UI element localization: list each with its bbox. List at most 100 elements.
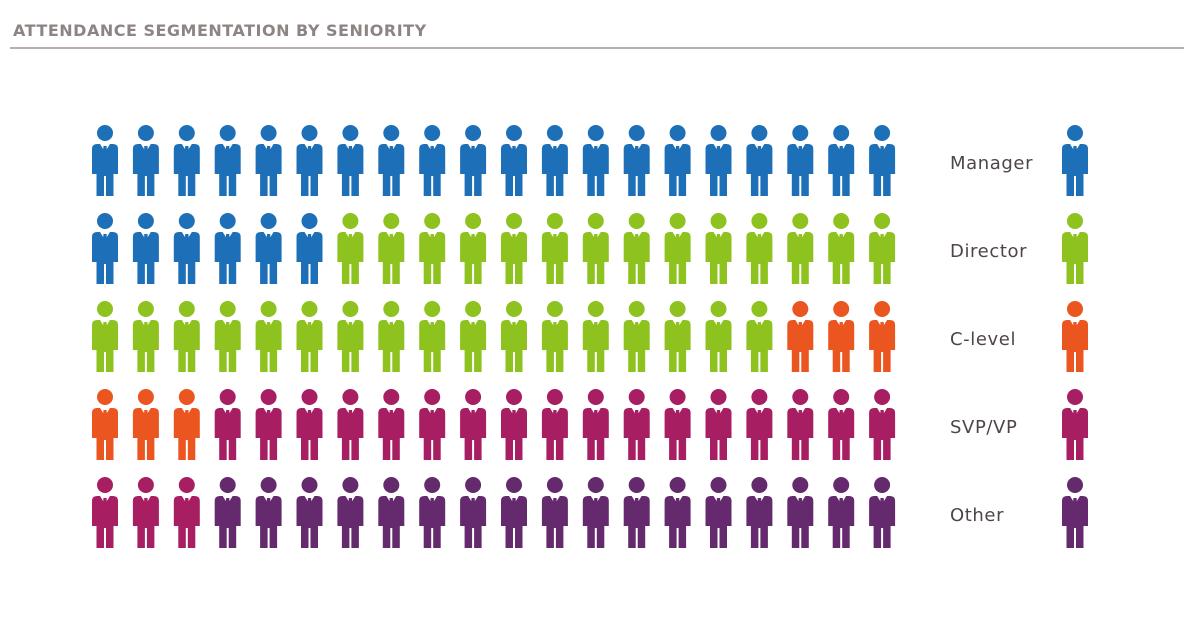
- person-icon-other: [705, 477, 732, 548]
- person-icon-director: [705, 301, 732, 372]
- person-icon-director: [460, 301, 487, 372]
- legend-person-icon-c-level: [1062, 301, 1088, 372]
- person-icon-manager: [501, 125, 527, 196]
- person-icon-director: [337, 301, 364, 372]
- person-icon-manager: [255, 125, 282, 196]
- person-icon-manager: [92, 125, 118, 196]
- person-icon-c-level: [869, 301, 896, 372]
- person-icon-other: [623, 477, 650, 548]
- person-icon-other: [296, 477, 323, 548]
- person-icon-c-level: [132, 389, 159, 460]
- person-icon-c-level: [173, 389, 200, 460]
- person-icon-svp-vp: [337, 389, 364, 460]
- legend-person-icon-director: [1062, 213, 1088, 284]
- person-icon-svp-vp: [296, 389, 323, 460]
- person-icon-director: [869, 213, 896, 284]
- person-icon-director: [419, 213, 446, 284]
- person-icon-manager: [582, 125, 609, 196]
- person-icon-director: [623, 213, 650, 284]
- person-icon-director: [337, 213, 364, 284]
- person-icon-director: [92, 301, 118, 372]
- person-icon-manager: [132, 213, 159, 284]
- person-icon-svp-vp: [173, 477, 200, 548]
- legend-person-icon-other: [1062, 477, 1088, 548]
- person-icon-svp-vp: [132, 477, 159, 548]
- person-icon-other: [337, 477, 364, 548]
- person-icon-svp-vp: [869, 389, 896, 460]
- person-icon-other: [787, 477, 814, 548]
- title-divider: [10, 47, 1184, 49]
- person-icon-other: [214, 477, 241, 548]
- person-icon-svp-vp: [664, 389, 691, 460]
- person-icon-c-level: [787, 301, 814, 372]
- person-icon-svp-vp: [582, 389, 609, 460]
- person-icon-director: [541, 213, 568, 284]
- person-icon-director: [746, 213, 773, 284]
- person-icon-director: [541, 301, 568, 372]
- person-icon-other: [501, 477, 527, 548]
- legend-label-director: Director: [950, 241, 1027, 262]
- legend-person-icon-manager: [1062, 125, 1088, 196]
- chart-title: ATTENDANCE SEGMENTATION BY SENIORITY: [13, 21, 427, 40]
- person-icon-other: [746, 477, 773, 548]
- person-icon-manager: [92, 213, 118, 284]
- person-icon-other: [460, 477, 487, 548]
- legend-label-svp-vp: SVP/VP: [950, 417, 1017, 438]
- person-icon-manager: [419, 125, 446, 196]
- person-icon-director: [255, 301, 282, 372]
- person-icon-svp-vp: [828, 389, 855, 460]
- person-icon-other: [828, 477, 855, 548]
- person-icon-manager: [173, 213, 200, 284]
- person-icon-director: [378, 213, 405, 284]
- person-icon-manager: [541, 125, 568, 196]
- person-icon-svp-vp: [541, 389, 568, 460]
- person-icon-c-level: [828, 301, 855, 372]
- person-icon-director: [419, 301, 446, 372]
- person-icon-other: [419, 477, 446, 548]
- person-icon-director: [582, 301, 609, 372]
- person-icon-svp-vp: [501, 389, 527, 460]
- legend-label-other: Other: [950, 505, 1004, 526]
- person-icon-director: [623, 301, 650, 372]
- person-icon-other: [582, 477, 609, 548]
- person-icon-director: [132, 301, 159, 372]
- person-icon-manager: [705, 125, 732, 196]
- person-icon-svp-vp: [787, 389, 814, 460]
- person-icon-svp-vp: [460, 389, 487, 460]
- person-icon-other: [378, 477, 405, 548]
- person-icon-director: [705, 213, 732, 284]
- person-icon-manager: [787, 125, 814, 196]
- person-icon-manager: [337, 125, 364, 196]
- person-icon-manager: [296, 213, 323, 284]
- person-icon-svp-vp: [214, 389, 241, 460]
- legend-label-manager: Manager: [950, 153, 1033, 174]
- person-icon-other: [664, 477, 691, 548]
- person-icon-director: [173, 301, 200, 372]
- person-icon-manager: [460, 125, 487, 196]
- person-icon-c-level: [92, 389, 118, 460]
- person-icon-manager: [746, 125, 773, 196]
- person-icon-other: [255, 477, 282, 548]
- person-icon-svp-vp: [419, 389, 446, 460]
- person-icon-director: [214, 301, 241, 372]
- person-icon-manager: [378, 125, 405, 196]
- person-icon-director: [787, 213, 814, 284]
- legend-label-c-level: C-level: [950, 329, 1016, 350]
- person-icon-manager: [214, 125, 241, 196]
- person-icon-manager: [214, 213, 241, 284]
- person-icon-director: [828, 213, 855, 284]
- person-icon-director: [664, 301, 691, 372]
- person-icon-svp-vp: [623, 389, 650, 460]
- person-icon-director: [664, 213, 691, 284]
- person-icon-director: [746, 301, 773, 372]
- person-icon-svp-vp: [255, 389, 282, 460]
- person-icon-manager: [255, 213, 282, 284]
- person-icon-svp-vp: [705, 389, 732, 460]
- person-icon-director: [460, 213, 487, 284]
- person-icon-manager: [869, 125, 896, 196]
- person-icon-svp-vp: [378, 389, 405, 460]
- person-icon-manager: [828, 125, 855, 196]
- person-icon-manager: [132, 125, 159, 196]
- person-icon-director: [582, 213, 609, 284]
